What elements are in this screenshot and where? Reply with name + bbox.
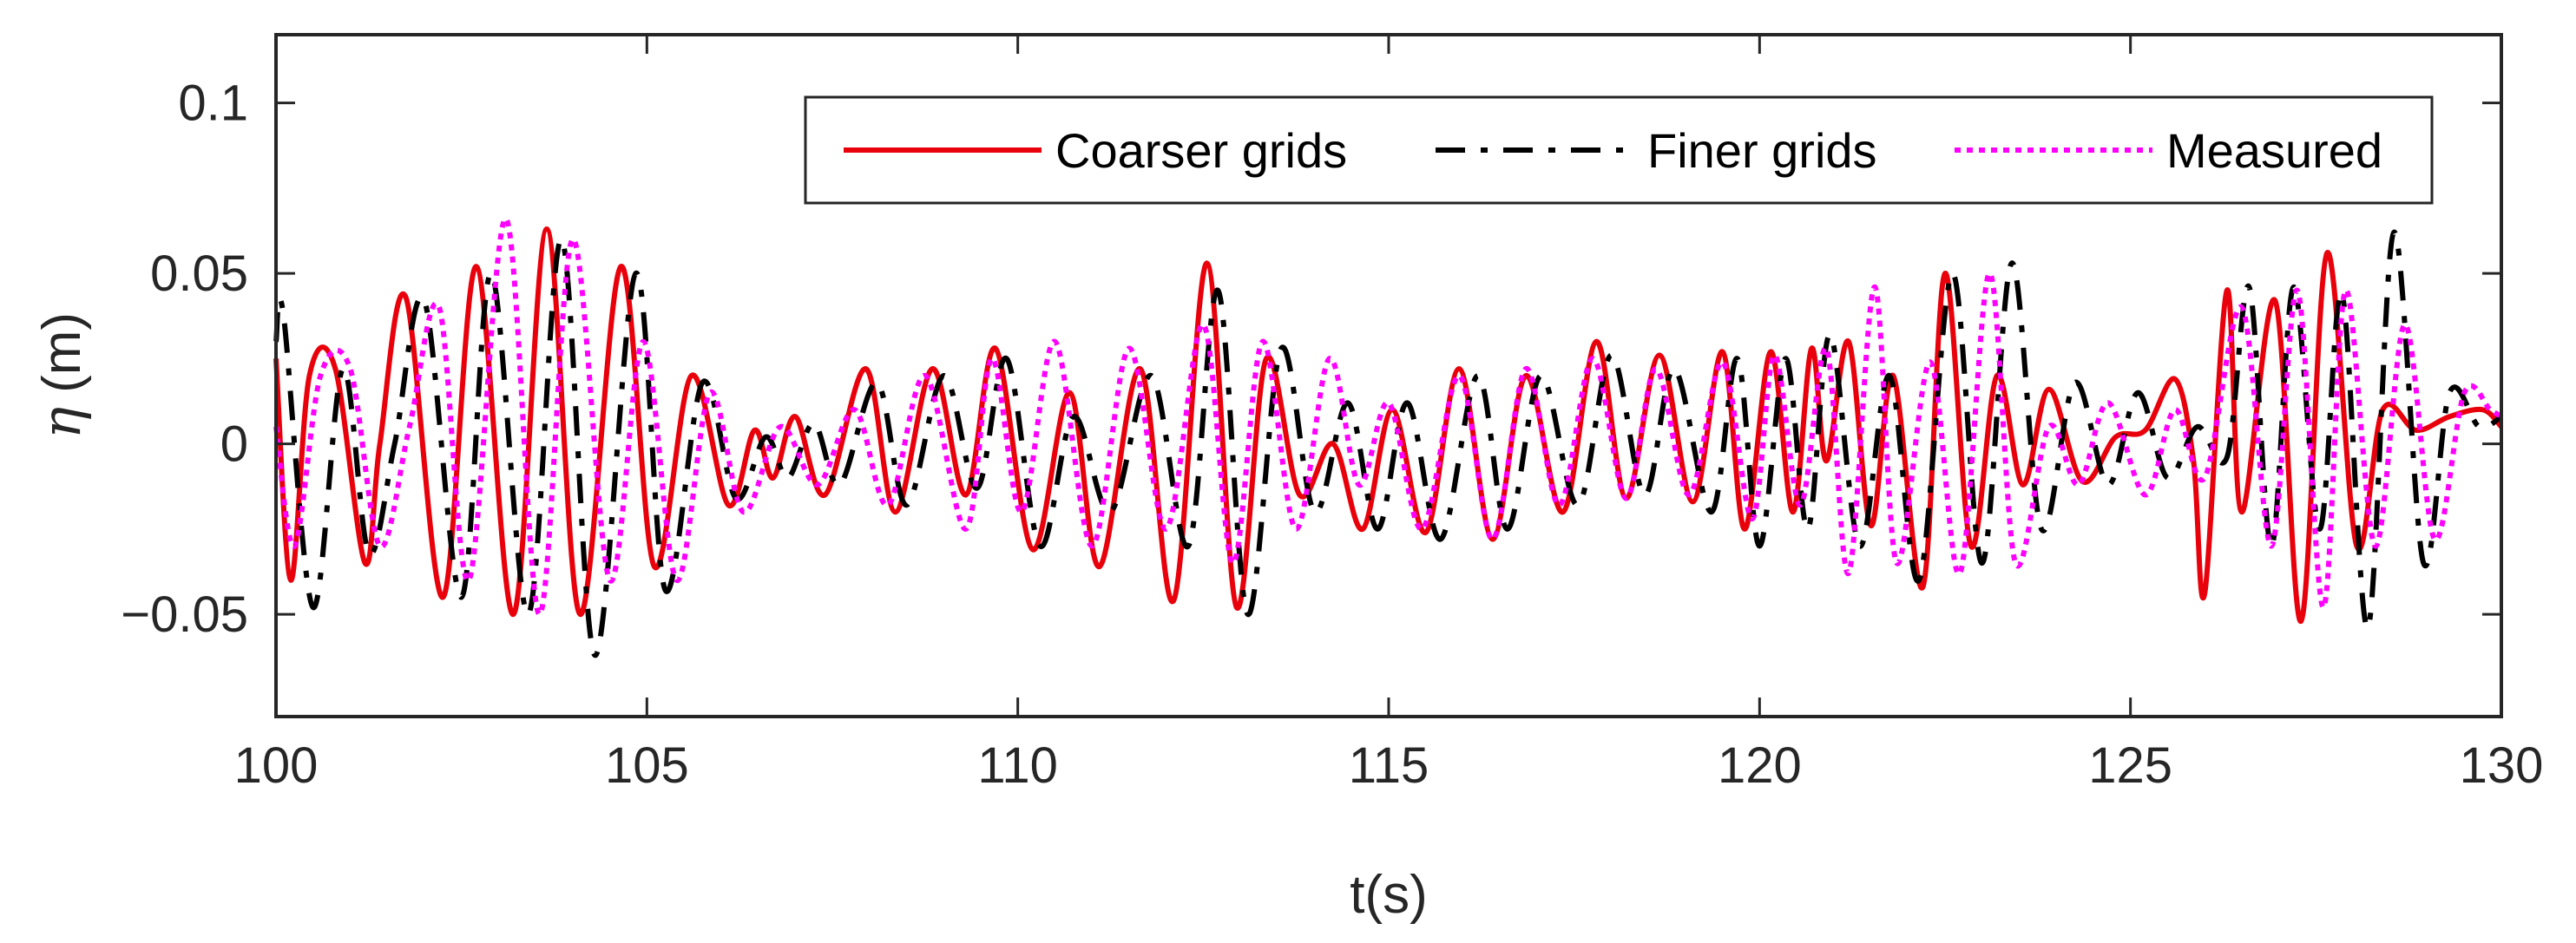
legend-label-finer: Finer grids — [1647, 123, 1877, 178]
x-tick-label: 100 — [234, 737, 319, 794]
series-line-finer-grids — [273, 229, 2503, 658]
tick-layer: 100 105 110 115 120 125 130 −0.05 0 0.05 0.1 — [121, 35, 2543, 794]
legend: Coarser grids Finer grids Measured — [804, 95, 2434, 205]
y-axis-title: η (m) — [30, 312, 93, 439]
y-tick-label: 0 — [220, 416, 248, 473]
x-tick-label: 110 — [977, 737, 1057, 794]
series-line-coarser-grids — [273, 226, 2504, 625]
legend-label-coarser: Coarser grids — [1055, 123, 1347, 178]
series-layer — [273, 216, 2504, 658]
x-axis-title: t(s) — [1350, 865, 1428, 925]
x-tick-label: 125 — [2088, 737, 2172, 794]
y-axis-symbol: η — [30, 407, 93, 439]
x-tick-label: 130 — [2460, 737, 2544, 794]
series-line-measured — [273, 216, 2503, 618]
legend-label-measured: Measured — [2166, 123, 2382, 178]
x-tick-label: 105 — [605, 737, 689, 794]
y-tick-label: 0.05 — [150, 246, 248, 302]
y-tick-label: 0.1 — [178, 75, 248, 132]
y-axis-unit: (m) — [32, 312, 92, 393]
x-tick-label: 115 — [1349, 737, 1429, 794]
x-tick-label: 120 — [1718, 737, 1802, 794]
y-tick-label: −0.05 — [121, 586, 248, 643]
